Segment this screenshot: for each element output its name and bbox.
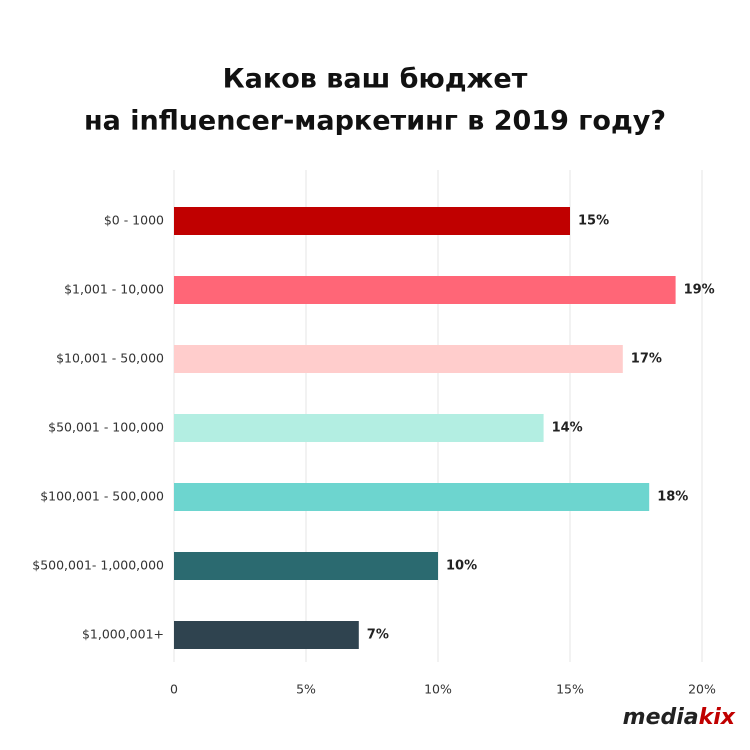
y-tick-label: $50,001 - 100,000 [48, 420, 164, 435]
brand-part: kix [699, 705, 736, 730]
value-label: 10% [446, 559, 477, 574]
y-tick-label: $500,001- 1,000,000 [32, 558, 164, 573]
y-tick-label: $10,001 - 50,000 [56, 351, 164, 366]
value-label: 17% [631, 352, 662, 367]
bar [174, 552, 438, 580]
y-tick-label: $0 - 1000 [104, 213, 164, 228]
bar [174, 207, 570, 235]
bar [174, 621, 359, 649]
brand-part: media [623, 705, 699, 730]
value-label: 19% [684, 283, 715, 298]
value-label: 15% [578, 214, 609, 229]
chart-title: на influencer-маркетинг в 2019 году? [84, 106, 666, 137]
y-tick-label: $1,001 - 10,000 [64, 282, 164, 297]
x-tick-label: 0 [170, 682, 178, 697]
x-tick-label: 10% [424, 682, 452, 697]
chart-title: Каков ваш бюджет [223, 64, 528, 95]
bar [174, 414, 544, 442]
x-tick-label: 20% [688, 682, 716, 697]
bar [174, 276, 676, 304]
value-label: 18% [657, 490, 688, 505]
brand-logo: mediakix [623, 705, 736, 730]
x-tick-label: 15% [556, 682, 584, 697]
bar [174, 483, 650, 511]
y-tick-label: $100,001 - 500,000 [40, 489, 164, 504]
bar [174, 345, 623, 373]
y-tick-label: $1,000,001+ [82, 627, 164, 642]
value-label: 7% [367, 628, 389, 643]
x-tick-label: 5% [296, 682, 316, 697]
value-label: 14% [552, 421, 583, 436]
